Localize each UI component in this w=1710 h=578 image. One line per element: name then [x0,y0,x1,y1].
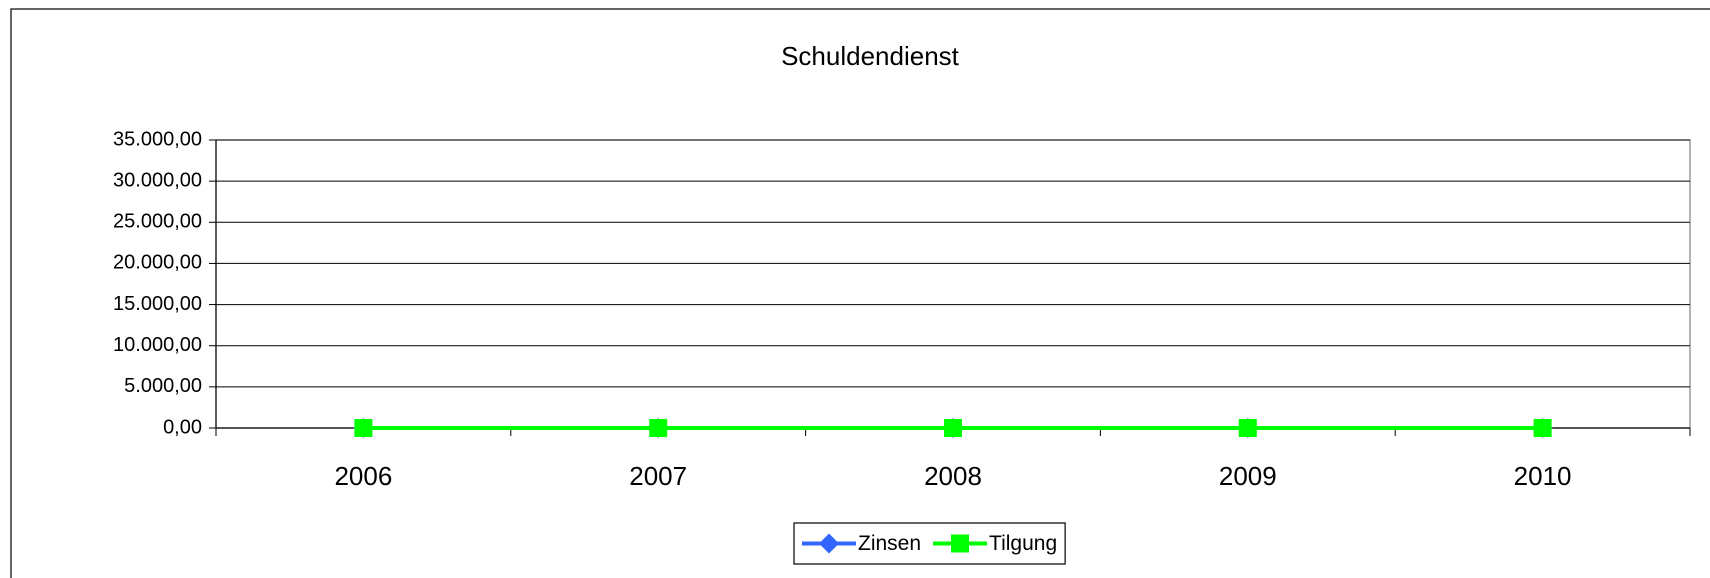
x-tick-label: 2010 [1514,461,1572,491]
x-tick-label: 2008 [924,461,982,491]
x-tick-label: 2006 [334,461,392,491]
y-tick-label: 25.000,00 [113,211,202,233]
x-tick-label: 2007 [629,461,687,491]
marker [951,534,970,553]
y-tick-label: 35.000,00 [113,128,202,150]
legend-label: Tilgung [989,532,1057,555]
y-tick-label: 20.000,00 [113,252,202,274]
y-tick-label: 0,00 [163,416,202,438]
y-tick-label: 10.000,00 [113,334,202,356]
marker [354,419,373,437]
y-tick-label: 15.000,00 [113,293,202,315]
marker [1238,419,1257,437]
y-tick-label: 30.000,00 [113,169,202,191]
chart-title: Schuldendienst [781,41,960,71]
x-tick-label: 2009 [1219,461,1277,491]
plot-area [215,139,1691,429]
marker [649,419,668,437]
legend-label: Zinsen [858,532,921,555]
marker [1533,419,1552,437]
legend: Zinsen Tilgung [793,522,1066,565]
y-tick-label: 5.000,00 [124,375,202,397]
marker [944,419,962,437]
marker [819,533,839,554]
